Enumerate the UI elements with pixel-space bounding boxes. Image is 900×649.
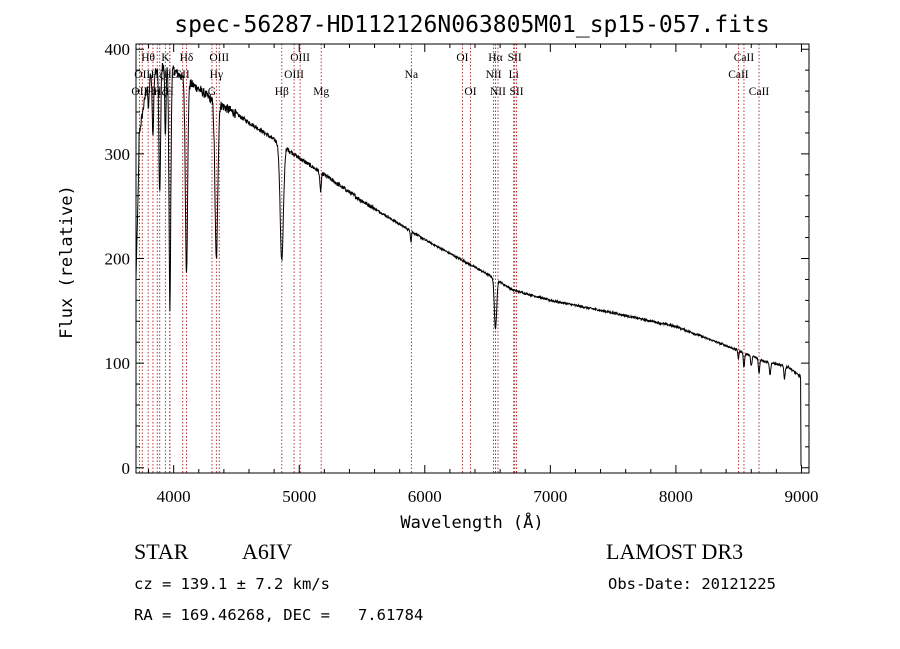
line-marker-label: H <box>165 86 173 98</box>
line-marker-label: SII <box>508 52 522 64</box>
line-marker-label: Hγ <box>210 69 223 81</box>
line-marker-label: OII <box>131 86 147 98</box>
line-marker-label: CaII <box>749 86 770 98</box>
coords-text: RA = 169.46268, DEC = 7.61784 <box>134 606 423 624</box>
line-marker-label: Hα <box>488 52 502 64</box>
line-marker-label: OIII <box>209 52 229 64</box>
y-axis-label: Flux (relative) <box>57 185 77 339</box>
object-class: STAR <box>134 539 189 564</box>
line-marker-label: Hζ <box>153 86 166 98</box>
x-tick-label: 5000 <box>282 487 316 506</box>
redshift-text: cz = 139.1 ± 7.2 km/s <box>134 575 330 593</box>
line-marker-label: OIII <box>290 52 310 64</box>
line-marker-label: Mg <box>313 86 329 98</box>
plot-frame <box>135 43 810 474</box>
x-tick-label: 9000 <box>784 487 818 506</box>
y-axis-ticks: 0 100 200 300 400 <box>105 40 809 478</box>
survey-name: LAMOST DR3 <box>606 539 743 564</box>
line-marker-label: Na <box>405 69 418 81</box>
line-marker-label: OIII <box>284 69 304 81</box>
line-marker-label: K <box>161 52 170 64</box>
line-marker-label: NII <box>486 69 502 81</box>
line-marker-label: OII <box>134 69 150 81</box>
line-marker-label: Hβ <box>275 86 289 98</box>
y-tick-label: 0 <box>122 459 131 478</box>
x-tick-label: 7000 <box>533 487 567 506</box>
line-marker-label: NII <box>490 86 506 98</box>
line-marker-label: OI <box>456 52 468 64</box>
y-tick-label: 200 <box>105 250 131 269</box>
y-tick-label: 300 <box>105 145 131 164</box>
x-tick-label: 8000 <box>659 487 693 506</box>
line-marker-label: Hθ <box>141 52 155 64</box>
x-tick-label: 6000 <box>408 487 442 506</box>
line-marker-label: SII <box>176 69 190 81</box>
subclass: A6IV <box>242 539 292 564</box>
spectrum-line <box>135 62 802 466</box>
line-marker-label: CaII <box>734 52 755 64</box>
line-marker-label: SII <box>510 86 524 98</box>
line-markers <box>138 44 760 473</box>
y-tick-label: 400 <box>105 40 131 59</box>
line-marker-label: Hδ <box>180 52 194 64</box>
line-marker-label: CaII <box>728 69 749 81</box>
y-tick-label: 100 <box>105 354 131 373</box>
line-marker-label: G <box>208 86 216 98</box>
obs-date-text: Obs-Date: 20121225 <box>608 575 776 593</box>
x-axis-label: Wavelength (Å) <box>400 511 543 533</box>
line-marker-label: OI <box>464 86 476 98</box>
chart-title: spec-56287-HD112126N063805M01_sp15-057.f… <box>174 12 769 38</box>
x-axis-ticks: 4000 5000 6000 7000 8000 9000 <box>148 44 818 506</box>
x-tick-label: 4000 <box>157 487 191 506</box>
line-marker-label: Li <box>509 69 519 81</box>
